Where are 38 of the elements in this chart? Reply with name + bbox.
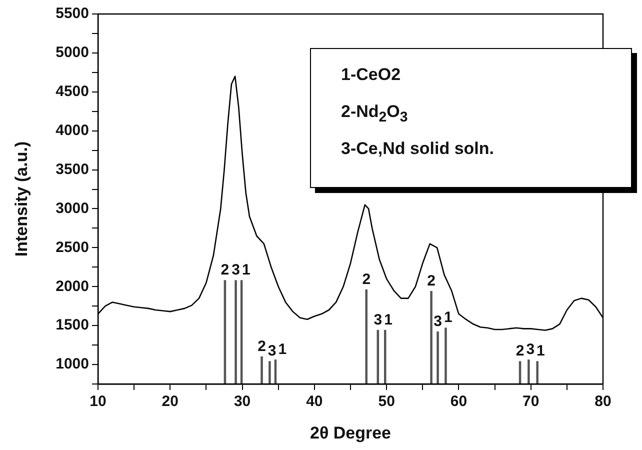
x-tick-label: 50 <box>378 393 395 410</box>
y-tick-label: 4500 <box>56 83 89 100</box>
annotation: 3-Ce,Nd solid soln. <box>341 139 496 160</box>
annotation: 2-Nd$_{2}$O$_{3}$ <box>341 102 409 128</box>
annotation: 1 <box>384 311 392 328</box>
annotation: 2 <box>220 262 230 279</box>
y-axis-title: Intensity (a.u.) <box>12 141 31 257</box>
x-tick-label: 80 <box>594 393 612 410</box>
x-tick-label: 60 <box>450 393 468 410</box>
annotation: 3 <box>374 311 382 328</box>
annotation: 2 <box>362 270 371 288</box>
x-tick-label: 70 <box>522 393 540 410</box>
annotation: 2 <box>258 338 266 355</box>
x-tick-label: 20 <box>162 393 178 410</box>
x-axis-title: 2θ Degree <box>310 423 392 442</box>
annotation: 2 <box>516 342 524 360</box>
annotation: 3 <box>232 262 240 279</box>
annotation: 1 <box>278 340 287 358</box>
annotation: 1 <box>444 309 452 326</box>
y-tick-label: 3000 <box>56 200 89 217</box>
annotation: 2 <box>427 272 436 290</box>
y-tick-label: 5500 <box>56 5 89 22</box>
y-tick-label: 1000 <box>56 356 89 373</box>
y-tick-label: 1500 <box>56 316 89 334</box>
annotation: 3 <box>268 342 276 360</box>
y-tick-label: 5000 <box>56 44 89 62</box>
annotation: 1-CeO2 <box>341 65 402 86</box>
y-tick-label: 4000 <box>56 122 89 139</box>
y-tick-label: 2000 <box>56 278 89 295</box>
x-tick-label: 30 <box>234 393 251 410</box>
x-tick-label: 40 <box>306 393 323 410</box>
annotation: 3 <box>434 312 442 330</box>
annotation: 1 <box>536 342 545 360</box>
annotation: 3 <box>526 340 535 358</box>
y-tick-label: 2500 <box>56 238 89 256</box>
y-tick-label: 3500 <box>56 160 89 178</box>
annotation: 1 <box>242 262 250 279</box>
x-tick-label: 10 <box>90 393 106 410</box>
